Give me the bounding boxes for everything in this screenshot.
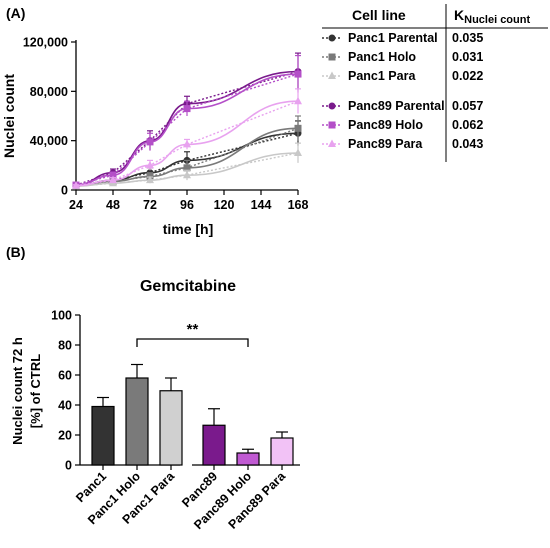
x-tick-label: 120 [214,198,235,212]
legend-marker [328,34,336,42]
table-cell-k: 0.043 [452,137,483,151]
series-fit [75,152,299,188]
data-point [294,70,302,78]
table-cell-name: Panc1 Holo [348,50,416,64]
table-cell-k: 0.022 [452,69,483,83]
x-tick-label: 168 [288,198,309,212]
table-cell-name: Panc89 Parental [348,99,445,113]
table-header-k: KNuclei count [454,7,530,26]
table-row: Panc1 Para 0.022 [322,69,483,83]
series-fit [75,100,299,187]
line-chart-xlabel: time [h] [163,221,214,237]
table-row: Panc89 Parental 0.057 [322,99,483,113]
bar [125,377,149,466]
table-cell-k: 0.031 [452,50,483,64]
k-table: Cell line KNuclei count Panc1 Parental 0.… [322,4,548,162]
data-point [183,105,191,113]
y-tick-label: 80,000 [30,85,68,99]
legend-marker [328,102,336,110]
series-panc89-para [72,88,302,189]
series-fit [75,73,299,186]
table-row: Panc1 Parental 0.035 [322,31,483,45]
bar-chart: Gemcitabine Nuclei count 72 h [%] of CTR… [10,278,300,532]
table-row: Panc89 Para 0.043 [322,137,483,151]
data-point [294,96,302,105]
table-row: Panc1 Holo 0.031 [322,50,483,64]
data-point [183,139,191,148]
bar [236,452,260,466]
data-point [294,148,302,156]
y-tick-label: 0 [65,459,72,473]
y-tick-label: 60 [58,369,72,383]
y-tick-label: 120,000 [23,36,68,50]
line-chart-ylabel: Nuclei count [1,74,17,158]
bar-chart-ylabel-2: [%] of CTRL [28,354,43,428]
legend-marker [328,53,336,61]
panel-b-label: (B) [6,244,25,260]
data-point [109,171,117,179]
bar [159,390,183,466]
data-point [146,138,154,146]
x-tick-label: 144 [251,198,272,212]
data-point [72,181,80,189]
y-tick-label: 40 [58,399,72,413]
table-cell-name: Panc89 Para [348,137,423,151]
x-tick-label: 24 [69,198,83,212]
significance-bracket [136,338,249,347]
x-tick-label: 72 [143,198,157,212]
bar [202,424,226,466]
series-panc89-holo [72,54,302,189]
series-fit [75,70,299,186]
table-cell-k: 0.057 [452,99,483,113]
line-chart: Nuclei count time [h] 0 40,000 80,000 120,0… [1,36,308,238]
data-point [109,175,117,184]
y-tick-label: 100 [51,309,72,323]
y-tick-label: 40,000 [30,134,68,148]
bar [270,437,294,466]
bar-chart-ylabel-1: Nuclei count 72 h [10,337,25,445]
table-cell-name: Panc89 Holo [348,118,423,132]
data-point [183,170,191,179]
y-tick-label: 20 [58,429,72,443]
bar-chart-title: Gemcitabine [140,278,236,295]
x-tick-label: 48 [106,198,120,212]
y-tick-label: 80 [58,339,72,353]
x-tick-label: 96 [180,198,194,212]
data-point [294,124,302,132]
table-cell-name: Panc1 Parental [348,31,438,45]
bar [91,405,115,466]
table-cell-k: 0.035 [452,31,483,45]
table-cell-name: Panc1 Para [348,69,416,83]
data-point [146,175,154,184]
legend-marker [328,71,336,79]
significance-label: ** [187,321,199,338]
table-cell-k: 0.062 [452,118,483,132]
data-point [183,164,191,172]
legend-marker [328,139,336,147]
data-point [146,160,154,169]
table-header-cell-line: Cell line [352,7,406,23]
panel-a-label: (A) [6,5,25,21]
legend-marker [328,121,336,129]
table-row: Panc89 Holo 0.062 [322,118,483,132]
y-tick-label: 0 [61,184,68,198]
